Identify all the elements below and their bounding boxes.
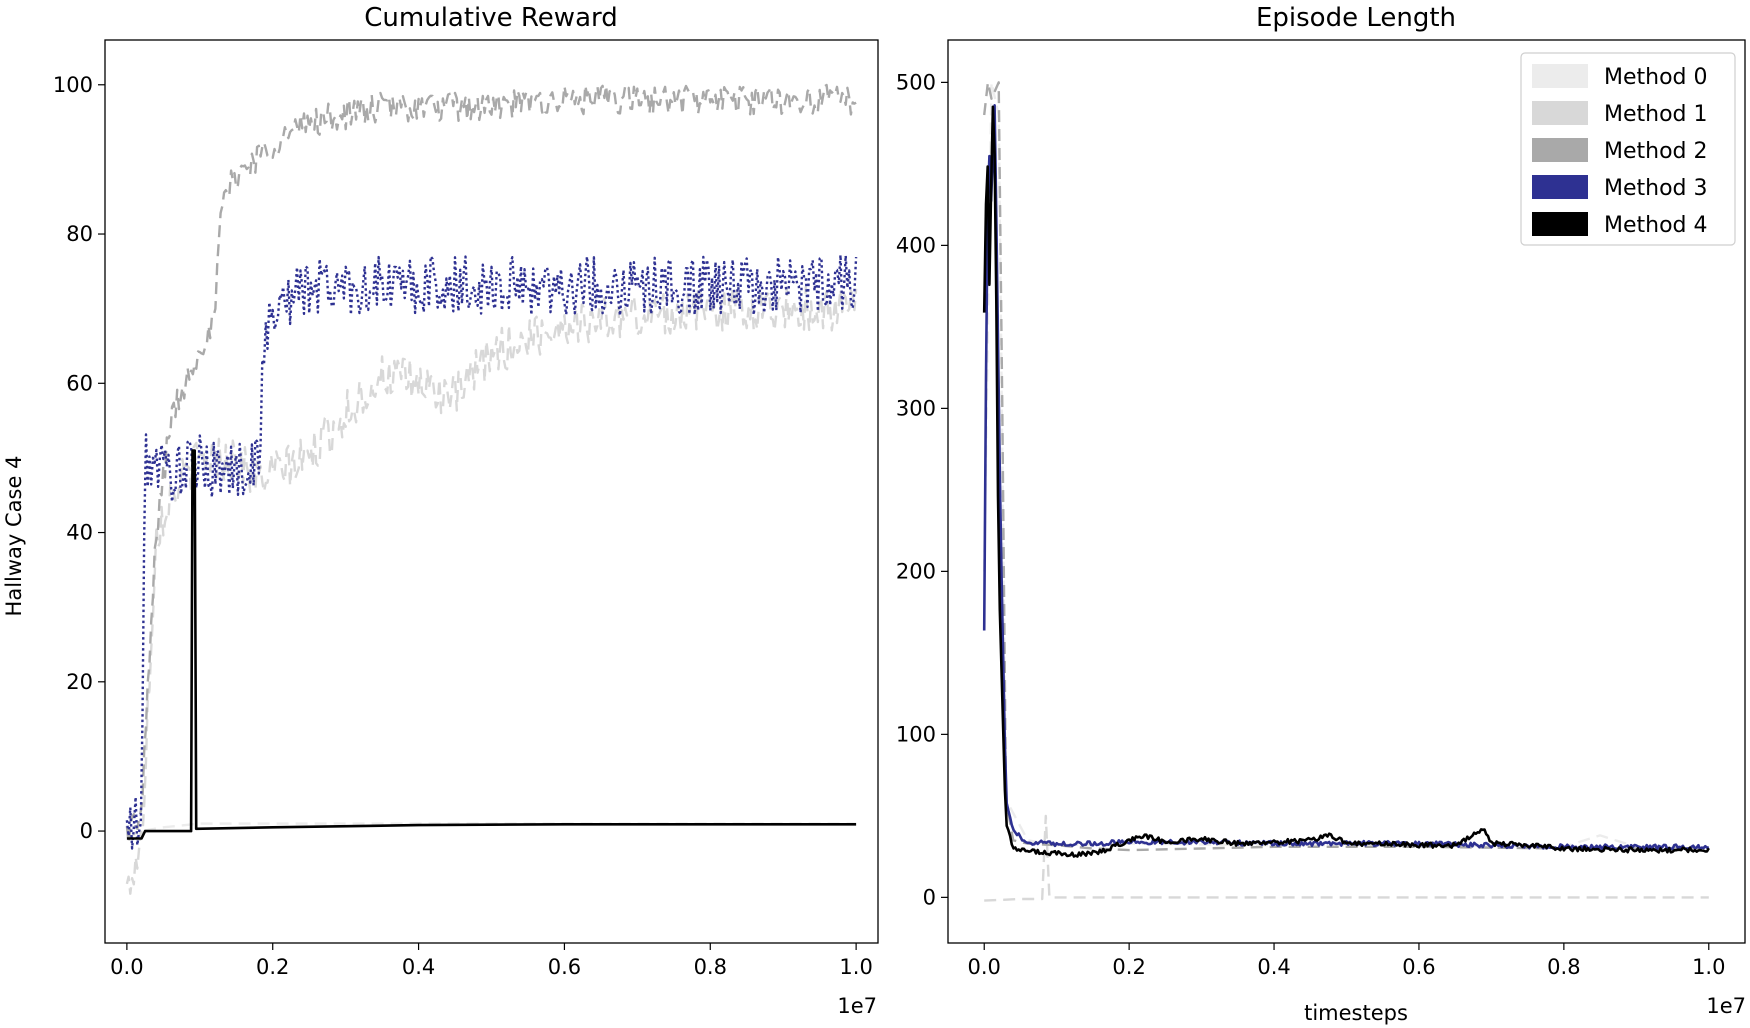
series-line-method-1 [125,285,858,895]
y-tick-label: 400 [896,233,936,257]
x-axis-offset-label-left: 1e7 [837,994,877,1018]
series-line-method-2 [125,83,857,844]
legend-swatch-method-4 [1532,212,1588,236]
x-tick-label: 0.6 [1402,955,1435,979]
series-line-method-1 [984,814,1709,902]
y-tick-label: 40 [66,521,93,545]
episode-length-chart: Episode Length timesteps 1e7 0.0 0.2 0.4 0.… [896,3,1746,1025]
legend-label-method-0: Method 0 [1604,65,1708,90]
legend-label-method-4: Method 4 [1604,213,1708,238]
legend-label-method-1: Method 1 [1604,102,1708,127]
y-tick-label: 200 [896,559,936,583]
y-tick-label: 100 [896,722,936,746]
y-tick-label: 0 [80,819,93,843]
series-layer-left [125,83,858,895]
legend-entry-method-4: Method 4 [1532,212,1708,238]
chart-title-cumulative-reward: Cumulative Reward [364,3,618,33]
x-tick-label: 0.4 [1257,955,1290,979]
x-axis-offset-label-right: 1e7 [1706,994,1746,1018]
legend-entry-method-2: Method 2 [1532,138,1708,164]
legend-label-method-2: Method 2 [1604,139,1708,164]
x-tick-label: 0.0 [110,955,143,979]
x-axis-label-timesteps: timesteps [1304,1001,1408,1025]
legend-swatch-method-3 [1532,175,1588,199]
series-line-method-3 [125,253,858,850]
y-tick-label: 60 [66,371,93,395]
y-tick-label: 500 [896,70,936,94]
ticks-layer-right: 0.0 0.2 0.4 0.6 0.8 1.0 0 100 200 300 400 500 [896,70,1726,979]
legend: Method 0 Method 1 Method 2 Method 3 Meth… [1520,52,1736,246]
series-line-method-4 [126,449,857,840]
series-line-method-2 [983,81,1709,852]
legend-label-method-3: Method 3 [1604,176,1708,201]
y-tick-label: 0 [923,885,936,909]
legend-swatch-method-1 [1532,101,1588,125]
legend-entry-method-1: Method 1 [1532,101,1708,127]
y-axis-label-hallway-case: Hallway Case 4 [2,456,26,617]
x-tick-label: 1.0 [1692,955,1725,979]
series-line-method-4 [982,105,1710,858]
x-tick-label: 0.2 [256,955,289,979]
y-tick-label: 300 [896,396,936,420]
x-tick-label: 0.8 [694,955,727,979]
legend-entry-method-0: Method 0 [1532,64,1708,90]
x-tick-label: 0.8 [1547,955,1580,979]
plot-frame-left [104,39,879,944]
x-tick-label: 0.0 [968,955,1001,979]
y-tick-label: 80 [66,222,93,246]
legend-swatch-method-2 [1532,138,1588,162]
chart-title-episode-length: Episode Length [1256,3,1456,33]
legend-entry-method-3: Method 3 [1532,175,1708,201]
legend-swatch-method-0 [1532,64,1588,88]
x-tick-label: 0.2 [1112,955,1145,979]
x-tick-label: 0.6 [548,955,581,979]
y-tick-label: 20 [66,670,93,694]
x-tick-label: 1.0 [839,955,872,979]
series-layer-right [982,81,1710,902]
plot-frame-right [947,39,1746,944]
y-tick-label: 100 [53,73,93,97]
ticks-layer-left: 0.0 0.2 0.4 0.6 0.8 1.0 0 20 40 60 80 100 [53,73,873,979]
cumulative-reward-chart: Cumulative Reward Hallway Case 4 1e7 0.0… [2,3,879,1018]
x-tick-label: 0.4 [402,955,435,979]
